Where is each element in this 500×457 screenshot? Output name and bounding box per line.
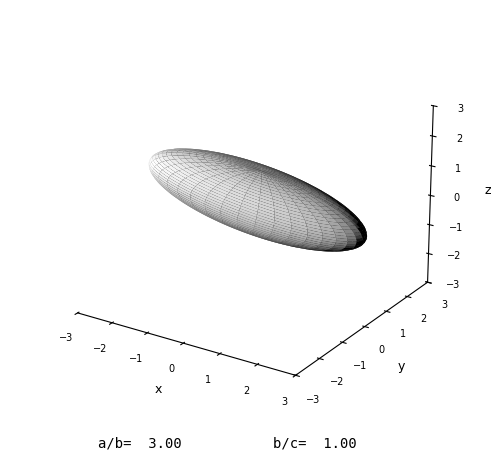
Text: a/b=  3.00: a/b= 3.00: [98, 436, 182, 450]
Text: b/c=  1.00: b/c= 1.00: [273, 436, 357, 450]
X-axis label: x: x: [154, 383, 162, 396]
Y-axis label: y: y: [398, 360, 406, 373]
